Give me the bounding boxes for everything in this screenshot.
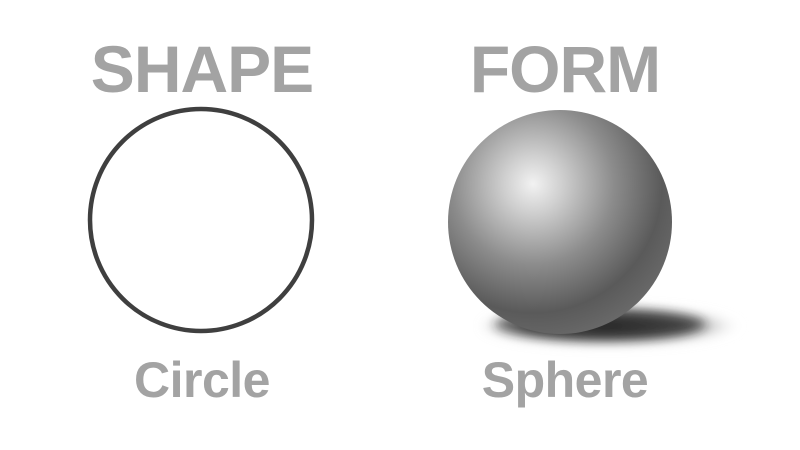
circle-caption: Circle: [134, 352, 270, 408]
form-heading: FORM: [469, 32, 661, 106]
sphere: [448, 110, 672, 334]
circle-outline: [87, 106, 315, 334]
shape-heading: SHAPE: [90, 32, 314, 106]
sphere-caption: Sphere: [481, 352, 649, 408]
